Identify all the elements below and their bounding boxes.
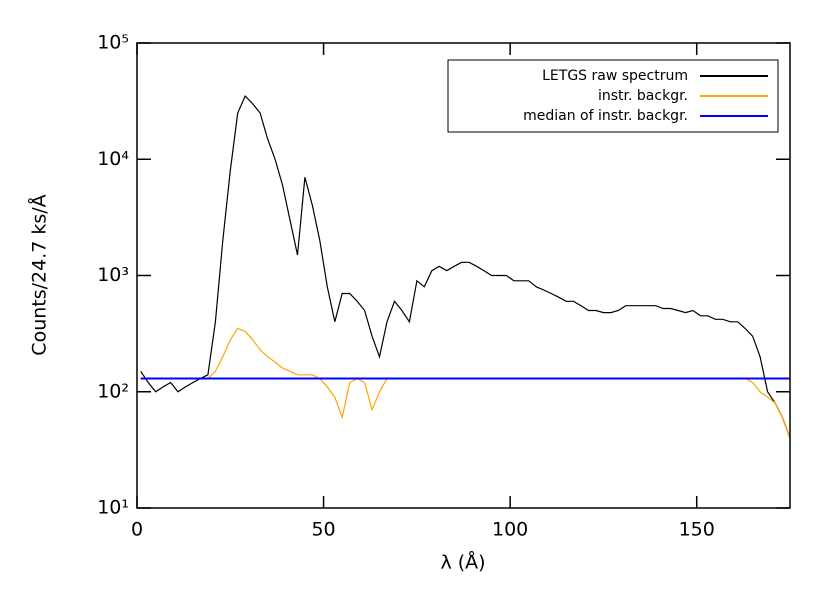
legend-label: median of instr. backgr.	[523, 108, 688, 124]
x-tick-label: 150	[679, 519, 715, 541]
y-tick-label: 10⁵	[97, 32, 129, 54]
y-axis-title: Counts/24.7 ks/Å	[28, 194, 51, 355]
x-tick-label: 50	[311, 519, 335, 541]
y-tick-label: 10¹	[97, 497, 129, 519]
y-tick-label: 10³	[97, 264, 129, 286]
y-tick-label: 10⁴	[97, 148, 129, 170]
x-axis-title: λ (Å)	[440, 551, 485, 574]
x-tick-label: 0	[131, 519, 143, 541]
legend-label: LETGS raw spectrum	[542, 68, 688, 84]
series-line	[140, 94, 791, 439]
y-tick-label: 10²	[97, 380, 129, 402]
legend-label: instr. backgr.	[598, 88, 688, 104]
series-line	[140, 327, 791, 439]
x-tick-label: 100	[492, 519, 528, 541]
